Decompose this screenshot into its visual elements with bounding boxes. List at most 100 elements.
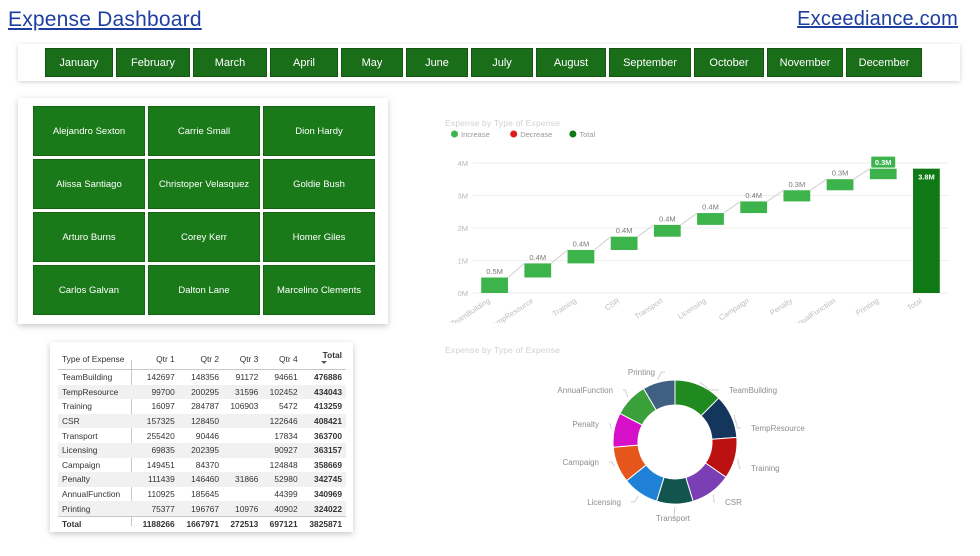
person-tile[interactable]: Carrie Small <box>148 106 260 156</box>
cell-q3 <box>223 414 262 429</box>
page-title[interactable]: Expense Dashboard <box>8 8 202 31</box>
table-row[interactable]: Campaign 149451 84370 124848 358669 <box>58 458 346 473</box>
person-tile[interactable]: Homer Giles <box>263 212 375 262</box>
svg-text:0.3M: 0.3M <box>789 180 806 189</box>
person-tile[interactable]: Christoper Velasquez <box>148 159 260 209</box>
waterfall-chart[interactable]: Expense by Type of Expense 0M 1M 2M 3M 4M 0.5… <box>443 118 963 323</box>
waterfall-chart-svg[interactable]: 0M 1M 2M 3M 4M 0.5M TeamBuilding 0.4M TempResour… <box>443 118 963 323</box>
month-tab-october[interactable]: October <box>694 48 764 77</box>
cell-q1: 157325 <box>146 416 175 427</box>
cell-q4: 124848 <box>269 459 298 470</box>
table-header-row: Type of Expense Qtr 1 Qtr 2 Qtr 3 Qtr 4 … <box>58 348 346 370</box>
month-tab-april[interactable]: April <box>270 48 338 77</box>
col-qtr2[interactable]: Qtr 2 <box>200 354 220 364</box>
cell-total: 340969 <box>314 489 342 500</box>
total-cell-q1: 1188266 <box>142 519 175 530</box>
cell-q2: 202395 <box>191 445 220 456</box>
table-row[interactable]: TempResource 99700 200295 31596 102452 434043 <box>58 384 346 400</box>
donut-slice-label: CSR <box>725 498 742 507</box>
month-tab-december[interactable]: December <box>846 48 922 77</box>
col-qtr3[interactable]: Qtr 3 <box>239 354 259 364</box>
cell-type: TeamBuilding <box>62 372 113 383</box>
donut-slice <box>642 379 676 411</box>
col-qtr1[interactable]: Qtr 1 <box>156 354 175 364</box>
donut-chart-title: Expense by Type of Expense <box>445 345 561 355</box>
month-tab-november[interactable]: November <box>767 48 843 77</box>
donut-slice-label: Licensing <box>587 498 621 507</box>
site-link[interactable]: Exceediance.com <box>797 8 958 30</box>
waterfall-bar <box>567 249 595 264</box>
svg-text:0.4M: 0.4M <box>702 203 719 212</box>
waterfall-bar <box>783 190 811 202</box>
waterfall-bar <box>524 263 552 278</box>
donut-slice-label: Campaign <box>563 458 599 467</box>
waterfall-category-label: Licensing <box>676 296 707 321</box>
donut-slice-label: Transport <box>656 514 691 523</box>
person-tile[interactable]: Alejandro Sexton <box>33 106 145 156</box>
svg-text:0.4M: 0.4M <box>573 239 590 248</box>
cell-q3 <box>223 428 262 443</box>
month-tab-january[interactable]: January <box>45 48 113 77</box>
svg-text:0.5M: 0.5M <box>486 267 503 276</box>
person-tile[interactable]: Dalton Lane <box>148 265 260 315</box>
table-footer: Total 1188266 1667971 272513 697121 3825871 <box>58 516 346 531</box>
person-tile[interactable]: Arturo Burns <box>33 212 145 262</box>
waterfall-bar <box>826 179 854 191</box>
person-tile[interactable]: Carlos Galvan <box>33 265 145 315</box>
col-qtr4[interactable]: Qtr 4 <box>278 354 298 364</box>
table-row[interactable]: Training 16097 284787 106903 5472 413259 <box>58 399 346 414</box>
person-tile[interactable]: Corey Kerr <box>148 212 260 262</box>
cell-total: 358669 <box>314 459 342 470</box>
month-tab-august[interactable]: August <box>536 48 606 77</box>
expense-table-card: Type of Expense Qtr 1 Qtr 2 Qtr 3 Qtr 4 … <box>50 342 353 532</box>
table-row[interactable]: Printing 75377 196767 10976 40902 324022 <box>58 501 346 517</box>
total-cell-type: Total <box>62 519 82 530</box>
col-total-label: Total <box>322 350 342 360</box>
donut-chart[interactable]: Expense by Type of Expense TeamBuilding T… <box>443 340 973 550</box>
svg-text:0.4M: 0.4M <box>529 253 546 262</box>
cell-total: 476886 <box>314 372 342 383</box>
person-tile[interactable]: Dion Hardy <box>263 106 375 156</box>
cell-q2: 90446 <box>195 430 220 441</box>
cell-total: 434043 <box>314 386 342 397</box>
donut-chart-svg[interactable]: TeamBuilding TempResource Training CSR Trans… <box>443 340 973 550</box>
cell-q3 <box>223 458 262 473</box>
svg-text:0M: 0M <box>458 289 468 298</box>
waterfall-bar <box>740 201 768 214</box>
month-tab-september[interactable]: September <box>609 48 691 77</box>
month-slicer[interactable]: January February March April May June July Augu… <box>45 48 922 77</box>
total-cell-q4: 697121 <box>269 519 298 530</box>
waterfall-category-label: AnnualFunction <box>789 296 838 323</box>
person-tile[interactable]: Goldie Bush <box>263 159 375 209</box>
expense-table: Type of Expense Qtr 1 Qtr 2 Qtr 3 Qtr 4 … <box>58 348 346 532</box>
svg-text:0.4M: 0.4M <box>659 214 676 223</box>
waterfall-bar <box>481 277 508 293</box>
waterfall-category-label: CSR <box>603 296 622 312</box>
person-tile[interactable]: Alissa Santiago <box>33 159 145 209</box>
month-tab-june[interactable]: June <box>406 48 468 77</box>
legend-swatch <box>451 130 458 138</box>
table-row[interactable]: Penalty 111439 146460 31866 52980 342745 <box>58 472 346 487</box>
person-tile[interactable]: Marcelino Clements <box>263 265 375 315</box>
cell-q1: 16097 <box>151 401 175 412</box>
donut-slice-label: Penalty <box>572 420 599 429</box>
month-tab-march[interactable]: March <box>193 48 267 77</box>
people-slicer[interactable]: Alejandro Sexton Carrie Small Dion Hardy Al… <box>33 106 375 315</box>
month-tab-july[interactable]: July <box>471 48 533 77</box>
waterfall-category-label: Training <box>551 296 578 318</box>
cell-total: 413259 <box>314 401 342 412</box>
col-type[interactable]: Type of Expense <box>62 354 125 364</box>
cell-q3: 31866 <box>235 474 259 485</box>
month-tab-february[interactable]: February <box>116 48 190 77</box>
table-row[interactable]: TeamBuilding 142697 148356 91172 94661 476886 <box>58 370 346 385</box>
waterfall-bar <box>869 168 897 180</box>
waterfall-bar <box>697 213 724 225</box>
table-row[interactable]: Transport 255420 90446 17834 363700 <box>58 428 346 443</box>
table-row[interactable]: Licensing 69835 202395 90927 363157 <box>58 442 346 458</box>
table-row[interactable]: CSR 157325 128450 122646 408421 <box>58 413 346 429</box>
cell-q2: 185645 <box>191 489 220 500</box>
table-row[interactable]: AnnualFunction 110925 185645 44399 340969 <box>58 487 346 502</box>
legend-swatch <box>569 130 577 138</box>
col-total[interactable]: Total <box>302 348 346 370</box>
month-tab-may[interactable]: May <box>341 48 403 77</box>
